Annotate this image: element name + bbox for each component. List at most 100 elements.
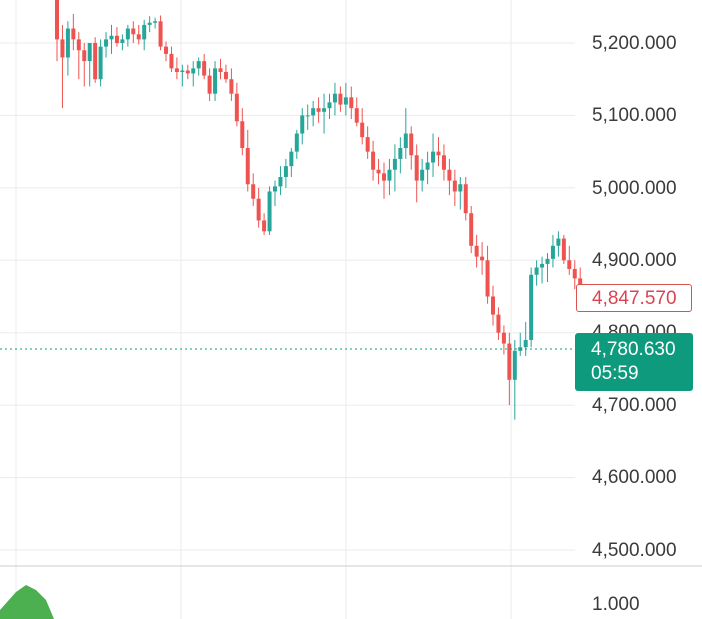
- candle-up: [398, 148, 403, 159]
- candle-up: [425, 162, 430, 170]
- candle-up: [289, 151, 294, 167]
- candle-down: [409, 133, 414, 156]
- candle-up: [556, 238, 561, 246]
- candle-down: [55, 0, 59, 40]
- candle-up: [109, 35, 114, 40]
- candle-up: [431, 151, 436, 163]
- candle-up: [311, 108, 316, 116]
- candle-down: [262, 220, 267, 232]
- candle-up: [327, 102, 332, 109]
- candle-up: [387, 169, 392, 181]
- last-price-tag: 4,847.570: [576, 284, 692, 312]
- candle-down: [480, 256, 485, 261]
- candle-down: [71, 28, 76, 40]
- candle-up: [529, 274, 534, 340]
- candle-down: [376, 169, 381, 174]
- candle-down: [354, 108, 359, 123]
- candle-down: [382, 173, 386, 181]
- candle-up: [120, 39, 125, 43]
- candle-up: [512, 350, 517, 380]
- candle-up: [403, 133, 408, 149]
- candle-down: [496, 314, 501, 333]
- candle-down: [463, 184, 468, 214]
- candle-down: [469, 213, 474, 246]
- candle-down: [202, 61, 207, 76]
- candle-down: [371, 151, 376, 170]
- candle-up: [283, 166, 288, 177]
- candles: [55, 0, 583, 420]
- candle-down: [360, 122, 365, 138]
- candle-up: [142, 24, 147, 40]
- indicator-area: [0, 585, 54, 619]
- candle-down: [82, 50, 87, 62]
- current-price-value: 4,780.630: [591, 339, 676, 360]
- candle-down: [474, 245, 479, 257]
- candle-up: [104, 39, 109, 47]
- candle-up: [534, 267, 539, 275]
- candle-down: [169, 53, 174, 69]
- candle-down: [491, 296, 495, 315]
- candle-up: [196, 61, 201, 69]
- candle-up: [550, 245, 555, 259]
- candle-down: [114, 35, 119, 43]
- candle-down: [76, 39, 81, 51]
- candle-up: [343, 97, 348, 105]
- candle-up: [213, 68, 218, 94]
- candle-down: [436, 151, 441, 156]
- candle-down: [185, 70, 190, 74]
- y-tick-label: 5,000.000: [592, 178, 677, 199]
- candle-up: [153, 21, 158, 23]
- candle-up: [523, 339, 528, 348]
- candle-down: [93, 43, 98, 80]
- candle-up: [540, 263, 545, 268]
- candle-up: [420, 169, 425, 181]
- indicator-tick-label: 1.000: [592, 594, 640, 615]
- current-price-tag: 4,780.630 05:59: [575, 333, 693, 391]
- price-grid: [0, 0, 575, 619]
- candle-down: [338, 93, 343, 105]
- candle-up: [305, 115, 310, 117]
- candle-up: [322, 108, 327, 112]
- y-tick-label: 4,600.000: [592, 467, 677, 488]
- candle-down: [561, 238, 566, 261]
- candle-up: [191, 68, 196, 74]
- candle-up: [545, 258, 550, 264]
- candle-up: [392, 158, 397, 170]
- candle-down: [256, 198, 261, 221]
- y-tick-label: 4,500.000: [592, 540, 677, 561]
- candle-down: [349, 97, 354, 109]
- candle-down: [174, 68, 179, 72]
- candle-down: [218, 68, 223, 72]
- candle-down: [452, 180, 457, 192]
- candle-down: [240, 121, 245, 149]
- candle-down: [316, 108, 321, 112]
- candle-up: [267, 191, 272, 232]
- candle-up: [458, 184, 463, 192]
- candle-down: [131, 28, 136, 35]
- candle-up: [125, 28, 130, 40]
- candle-down: [60, 39, 65, 58]
- y-tick-label: 5,100.000: [592, 105, 677, 126]
- candle-down: [223, 71, 228, 80]
- candle-up: [294, 133, 299, 152]
- candle-up: [332, 93, 337, 103]
- candle-down: [567, 260, 572, 269]
- candle-down: [207, 75, 212, 94]
- candle-down: [245, 148, 250, 185]
- candle-down: [441, 155, 446, 170]
- candle-down: [501, 332, 506, 344]
- candle-down: [229, 79, 234, 94]
- candle-countdown: 05:59: [591, 363, 639, 384]
- y-tick-label: 4,700.000: [592, 395, 677, 416]
- candle-up: [87, 43, 92, 62]
- y-tick-label: 5,200.000: [592, 33, 677, 54]
- candle-down: [414, 155, 419, 181]
- candle-up: [147, 22, 152, 25]
- candle-down: [251, 184, 256, 199]
- candle-up: [278, 176, 283, 187]
- candle-down: [158, 21, 163, 47]
- candle-down: [234, 93, 239, 122]
- candle-down: [447, 169, 452, 181]
- candle-down: [164, 46, 168, 54]
- candle-up: [180, 70, 185, 72]
